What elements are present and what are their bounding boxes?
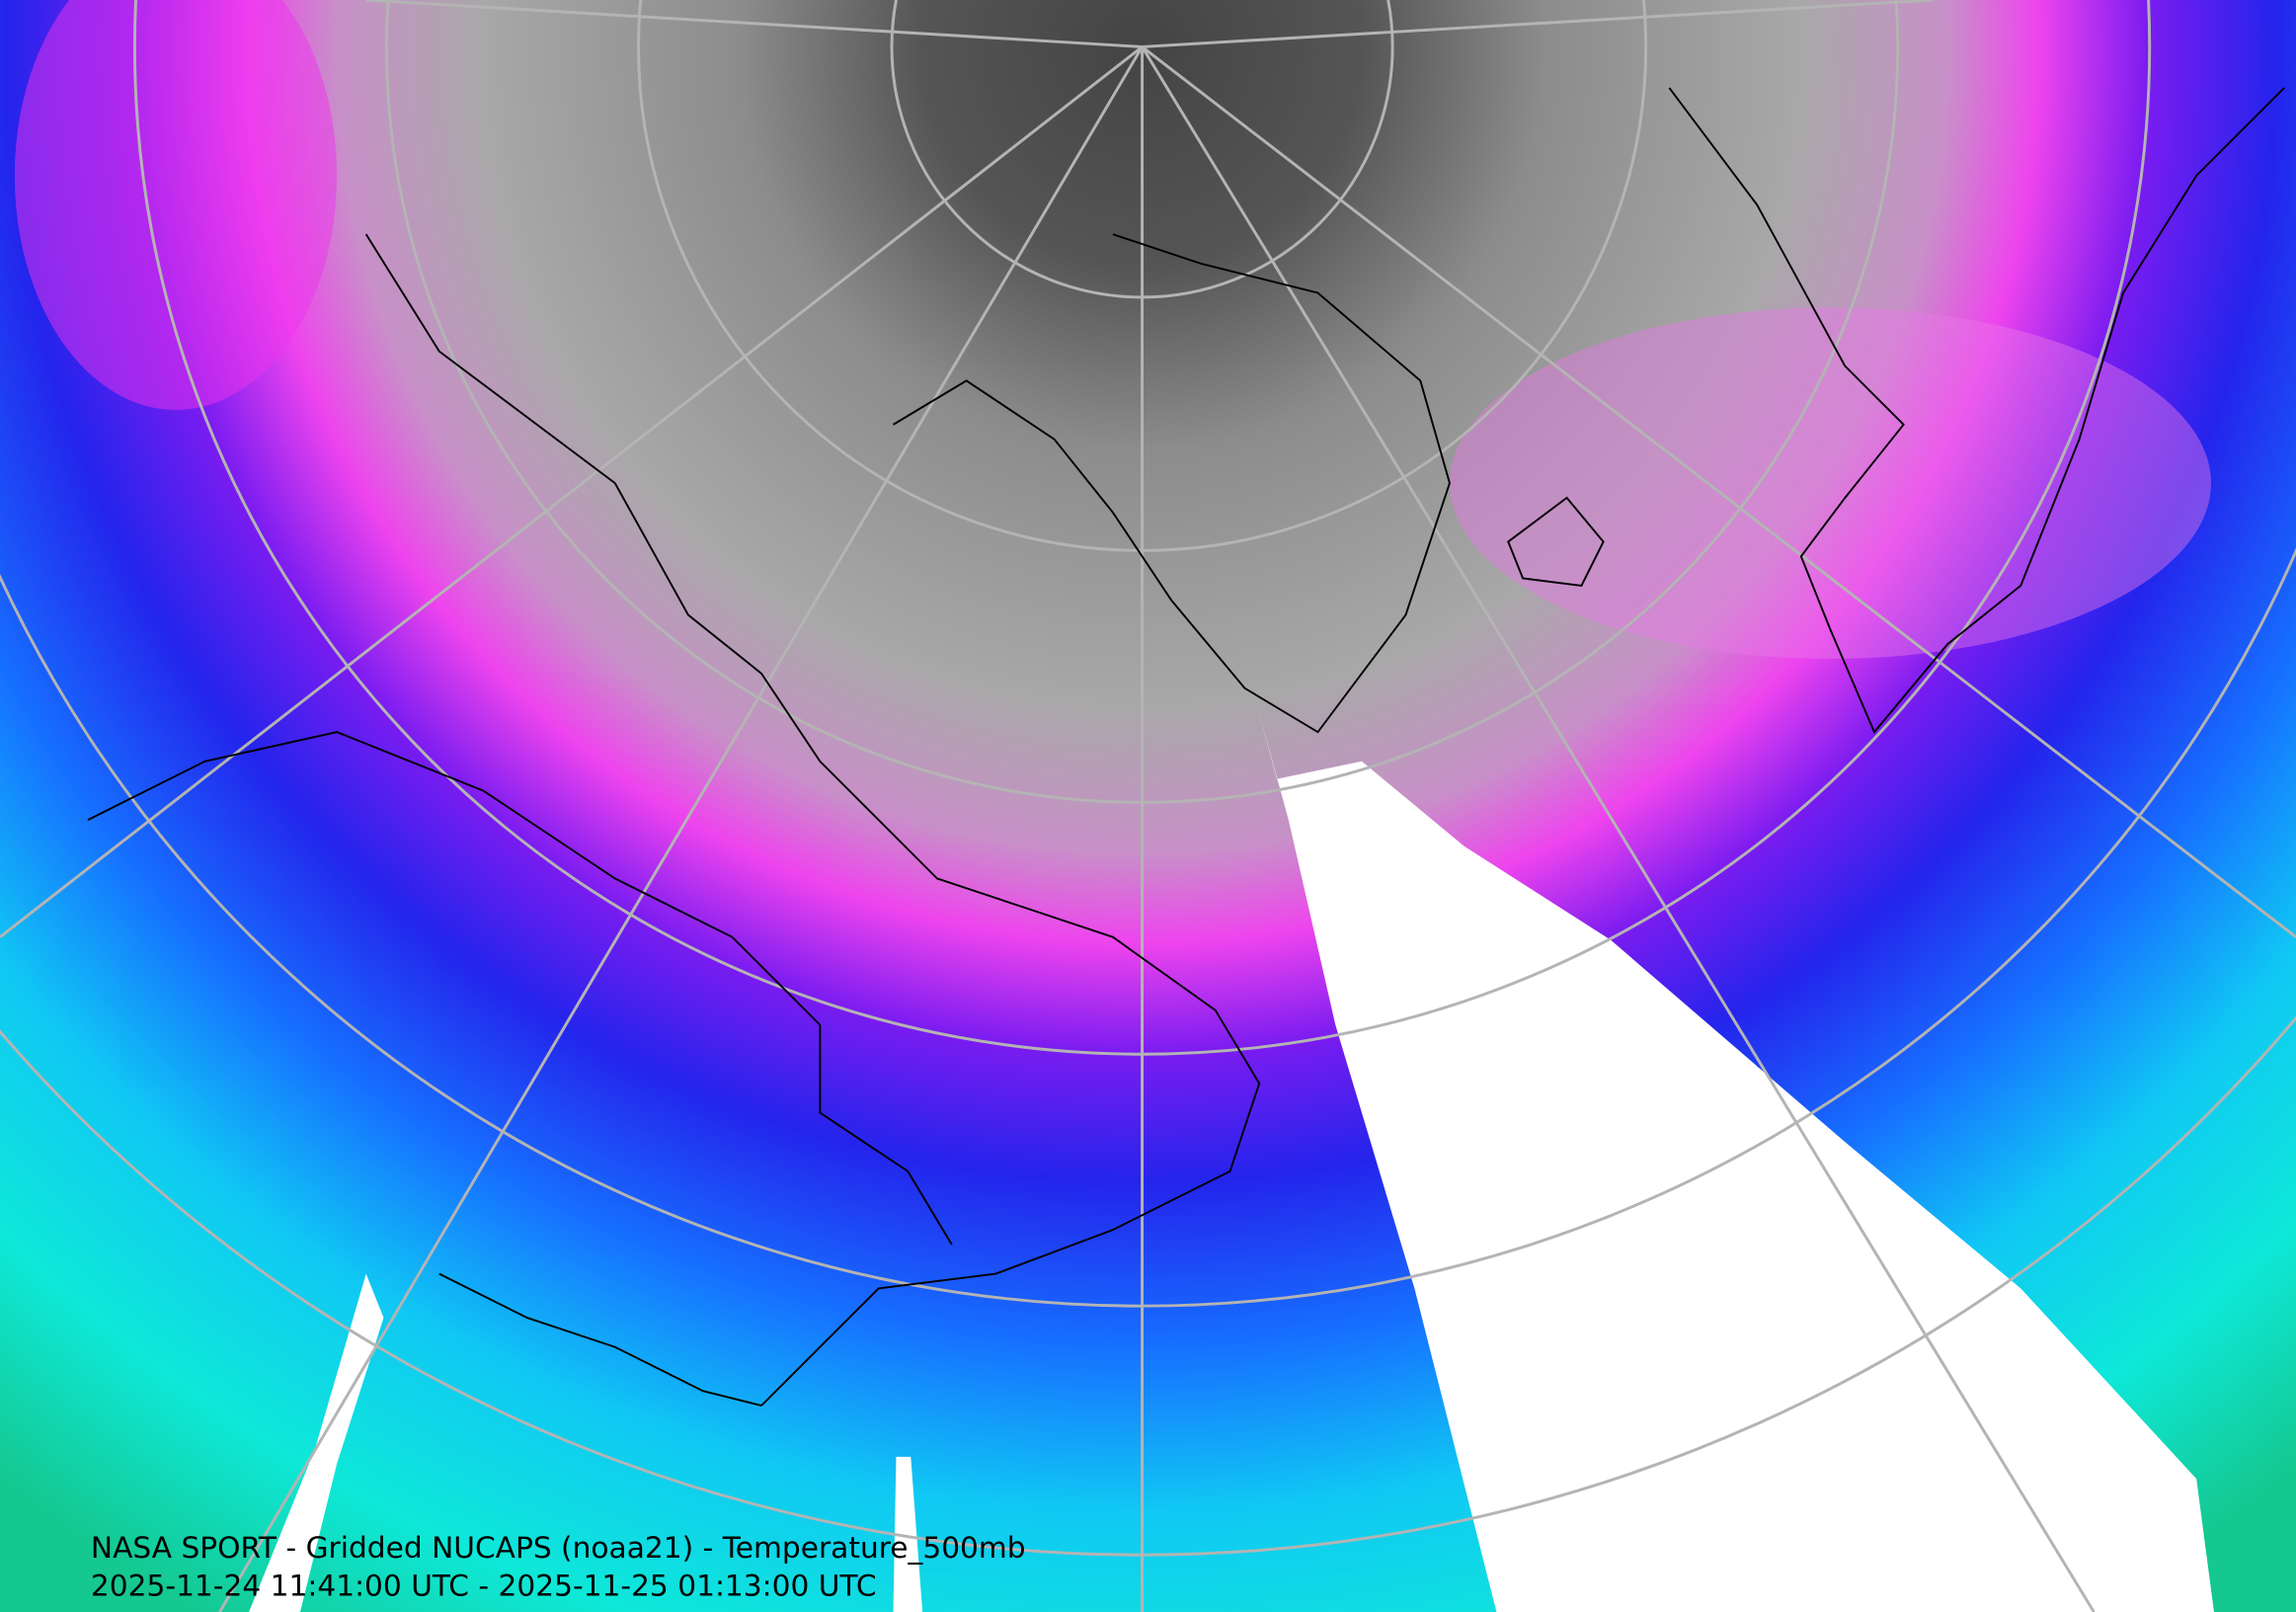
no-data-swath bbox=[249, 1273, 384, 1612]
temperature-band bbox=[1449, 307, 2211, 660]
no-data-swath bbox=[893, 1456, 923, 1612]
time-range: 2025-11-24 11:41:00 UTC - 2025-11-25 01:… bbox=[91, 1569, 877, 1603]
map-title: NASA SPORT - Gridded NUCAPS (noaa21) - T… bbox=[91, 1530, 1026, 1565]
coastlines bbox=[87, 87, 2285, 1407]
temperature-band bbox=[14, 0, 337, 410]
